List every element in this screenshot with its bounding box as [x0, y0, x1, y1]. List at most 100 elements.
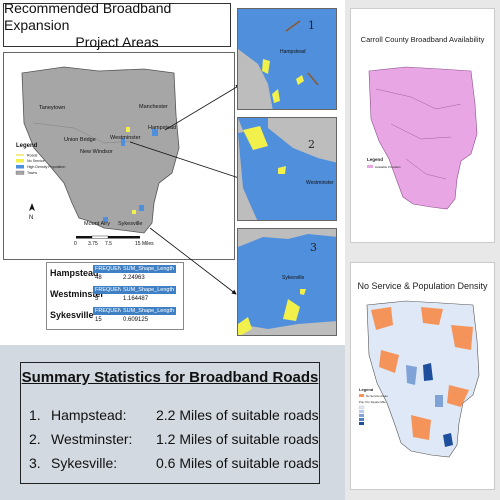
- panel-1-town-label: Hampstead: [280, 49, 306, 55]
- density-legend-no-service-swatch: [359, 394, 364, 397]
- stats-table: Hampstead FREQUENCY SUM_Shape_Length 48 …: [46, 262, 184, 330]
- zoom-panel-3-map: 3 Sykesville: [238, 234, 336, 335]
- scale-label-15: 15 Miles: [135, 241, 154, 247]
- town-label-new-windsor: New Windsor: [80, 149, 113, 155]
- legend-no-service-swatch: [16, 159, 24, 163]
- availability-road-lines: [375, 88, 462, 180]
- summary-item-text: 1.2 Miles of suitable roads: [156, 431, 319, 447]
- density-map-svg: Legend No Service Areas Pop. Per Square …: [358, 300, 480, 458]
- stats-row-westminster: Westminster FREQUENCY SUM_Shape_Length 5…: [47, 286, 183, 307]
- main-county-map: Taneytown Manchester Hampstead Westminst…: [3, 52, 235, 260]
- stats-header-sum: SUM_Shape_Length: [121, 307, 177, 315]
- density-legend-swatch-5: [359, 422, 364, 425]
- high-density-patch: [121, 138, 125, 146]
- availability-map-panel: Carroll County Broadband Availability Le…: [350, 8, 495, 243]
- arrow-to-panel-2: [129, 141, 246, 182]
- stats-header-frequency: FREQUENCY: [93, 307, 132, 315]
- no-service-area: [238, 317, 252, 335]
- density-map-title: No Service & Population Density: [357, 281, 488, 291]
- summary-item-hampstead: 1. Hampstead: 2.2 Miles of suitable roads: [29, 407, 319, 423]
- density-map-panel: No Service & Population Density Legend N…: [350, 262, 495, 490]
- stats-frequency: 5: [95, 296, 99, 302]
- zoom-panel-1-map: 1 Hampstead: [238, 9, 336, 109]
- high-density-patch: [103, 217, 108, 222]
- town-label-westminster: Westminster: [110, 135, 141, 141]
- availability-map-title: Carroll County Broadband Availability: [360, 35, 485, 44]
- high-density-area: [238, 9, 336, 109]
- density-county-shape: [366, 300, 480, 458]
- scale-label-75: 7.5: [105, 241, 112, 247]
- summary-item-number: 3.: [29, 455, 41, 471]
- legend-no-service-label: No Service: [27, 159, 45, 163]
- stats-town: Sykesville: [50, 310, 94, 320]
- scale-bar-seg3: [108, 236, 140, 239]
- high-density-area: [238, 234, 336, 329]
- summary-item-town: Hampstead:: [51, 407, 127, 423]
- north-label: N: [29, 215, 33, 221]
- summary-item-westminster: 2. Westminster: 1.2 Miles of suitable road…: [29, 431, 319, 447]
- town-label-hampstead: Hampstead: [148, 125, 176, 131]
- summary-item-town: Sykesville:: [51, 455, 118, 471]
- stats-header-frequency: FREQUENCY: [93, 265, 132, 273]
- no-service-patch: [132, 210, 136, 214]
- scale-label-375: 3.75: [88, 241, 98, 247]
- scale-bar-seg1: [76, 236, 92, 239]
- stats-frequency: 15: [95, 317, 102, 323]
- legend-towns-label: Towns: [27, 171, 37, 175]
- scale-label-0: 0: [74, 241, 77, 247]
- road-line: [33, 122, 135, 144]
- panel-2-number: 2: [308, 138, 315, 151]
- stats-town: Westminster: [50, 289, 104, 299]
- high-density-patch: [152, 129, 158, 136]
- no-service-area: [262, 59, 270, 74]
- summary-item-number: 2.: [29, 431, 41, 447]
- no-service-area: [296, 75, 304, 85]
- summary-item-sykesville: 3. Sykesville: 0.6 Miles of suitable roads: [29, 455, 319, 471]
- availability-legend-title: Legend: [367, 157, 383, 162]
- arrow-to-panel-1: [164, 84, 241, 131]
- stats-sum: 2.24963: [123, 275, 145, 281]
- no-service-areas: [371, 307, 473, 440]
- no-service-area: [272, 89, 280, 103]
- legend-high-density-label: High Density Population: [27, 165, 65, 169]
- zoom-panel-hampstead: 1 Hampstead: [237, 8, 337, 110]
- no-service-area: [278, 166, 286, 174]
- stats-frequency: 48: [95, 275, 102, 281]
- availability-legend-swatch: [367, 165, 373, 168]
- stats-header-sum: SUM_Shape_Length: [121, 286, 177, 294]
- main-legend-title: Legend: [16, 143, 38, 149]
- summary-title: Summary Statistics for Broadband Roads: [21, 369, 319, 386]
- road-segment: [307, 72, 319, 86]
- availability-map-svg: Legend Available Providers: [367, 66, 478, 210]
- poster-title-line1: Recommended Broadband Expansion: [4, 0, 172, 33]
- stats-row-sykesville: Sykesville FREQUENCY SUM_Shape_Length 15…: [47, 307, 183, 328]
- no-service-patch: [126, 127, 130, 132]
- panel-3-number: 3: [310, 241, 317, 254]
- town-label-union-bridge: Union Bridge: [64, 137, 96, 143]
- legend-towns-swatch: [15, 170, 25, 175]
- availability-legend-label: Available Providers: [375, 165, 401, 169]
- high-density-patch: [139, 205, 144, 211]
- panel-3-town-label: Sykesville: [282, 275, 304, 281]
- county-shape: [21, 66, 180, 234]
- density-legend-pop-label: Pop. Per Square Mile: [359, 400, 386, 404]
- stats-sum: 0.609125: [123, 317, 149, 323]
- county-map-svg: Taneytown Manchester Hampstead Westminst…: [15, 66, 180, 247]
- density-legend-swatch-1: [358, 405, 365, 410]
- stats-header-frequency: FREQUENCY: [93, 286, 132, 294]
- summary-item-town: Westminster:: [51, 431, 133, 447]
- arrow-to-panel-3: [149, 227, 237, 295]
- connector-arrows: [129, 84, 246, 295]
- summary-item-number: 1.: [29, 407, 41, 423]
- mid-density-blocks: [406, 365, 443, 407]
- density-legend-swatch-4: [359, 418, 364, 421]
- town-label-mount-airy: Mount Airy: [84, 221, 110, 227]
- no-service-area: [243, 126, 268, 150]
- high-density-area: [238, 128, 336, 220]
- density-legend-swatch-3: [359, 414, 364, 417]
- zoom-panel-2-map: 2 Westminster: [238, 118, 336, 220]
- zoom-panel-westminster: 2 Westminster: [237, 117, 337, 221]
- legend-high-density-swatch: [16, 165, 24, 169]
- availability-county-shape: [368, 66, 478, 210]
- stats-row-hampstead: Hampstead FREQUENCY SUM_Shape_Length 48 …: [47, 265, 183, 286]
